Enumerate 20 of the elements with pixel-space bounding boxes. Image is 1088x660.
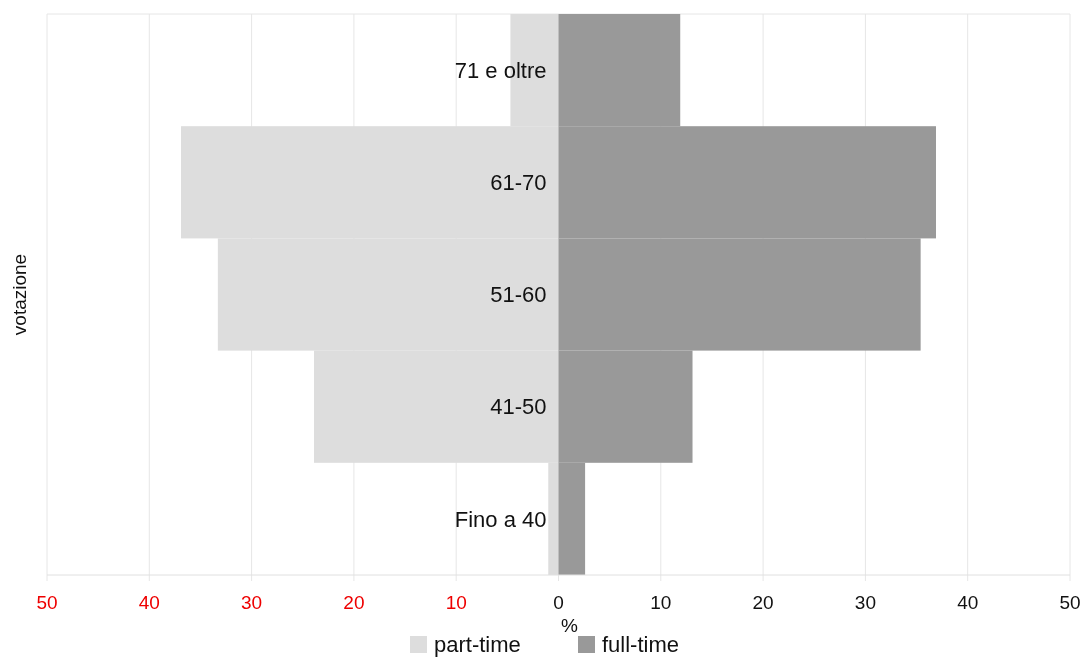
x-tick-label: 50	[36, 592, 58, 613]
x-tick-label: 40	[957, 592, 979, 613]
x-tick-label: 10	[445, 592, 467, 613]
y-tick-label: Fino a 40	[454, 506, 547, 532]
legend-label: part-time	[434, 632, 521, 657]
x-axis-title: %	[561, 615, 579, 636]
x-tick-label: 50	[1059, 592, 1081, 613]
x-tick-label: 30	[854, 592, 876, 613]
x-tick-label: 0	[553, 592, 564, 613]
x-tick-label: 20	[343, 592, 365, 613]
x-tick-label: 30	[241, 592, 263, 613]
x-tick-label: 40	[138, 592, 160, 613]
y-tick-label: 61-70	[490, 170, 547, 195]
y-tick-label: 41-50	[490, 394, 547, 420]
y-tick-label: 51-60	[490, 282, 547, 308]
y-tick-label: 71 e oltre	[454, 57, 547, 83]
y-axis-title: votazione	[9, 253, 30, 336]
x-tick-label: 20	[752, 592, 774, 613]
legend-label: full-time	[602, 632, 680, 657]
x-tick-label: 10	[650, 592, 672, 613]
